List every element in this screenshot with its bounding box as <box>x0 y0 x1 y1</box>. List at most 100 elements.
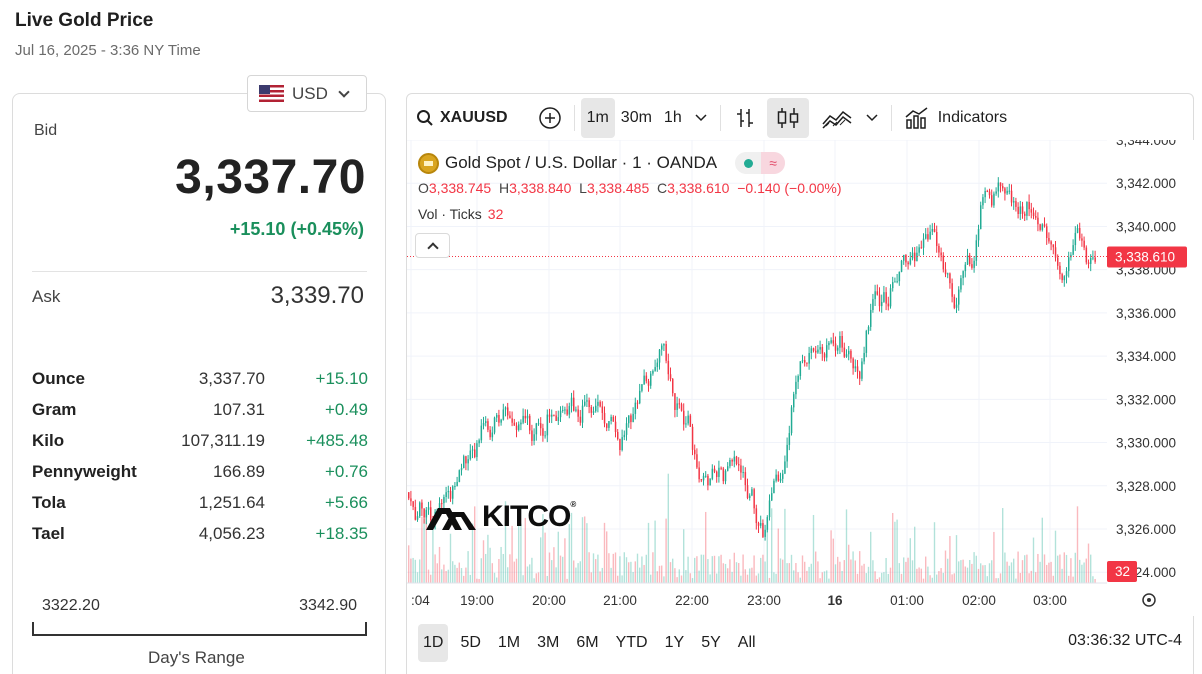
candle-body <box>1052 244 1055 248</box>
symbol-search[interactable]: XAUUSD <box>410 98 514 138</box>
candle-body <box>476 443 478 458</box>
candle-body <box>977 229 980 241</box>
range-button-all[interactable]: All <box>737 634 756 651</box>
collapse-legend-button[interactable] <box>415 233 450 258</box>
price-chart[interactable]: 3,344.0003,342.0003,340.0003,338.0003,33… <box>407 140 1194 616</box>
interval-dropdown[interactable] <box>688 98 714 138</box>
volume-bar <box>982 565 984 583</box>
volume-bar <box>1039 561 1041 583</box>
candle-body <box>804 360 806 363</box>
candle-body <box>1026 201 1028 216</box>
candle-body <box>423 508 425 518</box>
area-style-button[interactable] <box>815 98 859 138</box>
candle-body <box>458 470 461 482</box>
chart-clock[interactable]: 03:36:32 UTC-4 <box>1068 632 1182 649</box>
volume-bar <box>575 567 577 583</box>
range-button-3m[interactable]: 3M <box>537 634 560 651</box>
volume-bar <box>892 512 894 583</box>
volume-bar <box>445 571 447 583</box>
currency-selector[interactable]: USD <box>247 75 367 112</box>
range-button-1d[interactable]: 1D <box>418 624 449 662</box>
volume-bar <box>764 561 766 583</box>
compare-symbol-button[interactable] <box>532 98 568 138</box>
volume-bar <box>438 546 441 583</box>
candles-style-button[interactable] <box>766 98 809 138</box>
candle-body <box>685 423 687 425</box>
ohlc-values: O3,338.745 H3,338.840 L3,338.485 C3,338.… <box>418 180 842 196</box>
candle-body <box>782 473 784 479</box>
candle-body <box>454 486 456 488</box>
candle-body <box>562 409 564 411</box>
candle-body <box>962 271 964 279</box>
volume-bar <box>623 552 625 583</box>
candle-body <box>443 497 445 504</box>
candle-body <box>768 500 771 518</box>
volume-bar <box>570 512 573 583</box>
range-button-1m[interactable]: 1M <box>497 634 521 651</box>
unit-name: Kilo <box>32 430 65 450</box>
candle-body <box>733 456 736 462</box>
candle-body <box>502 409 505 420</box>
volume-bar <box>790 554 793 583</box>
candle-body <box>852 358 854 369</box>
candle-body <box>590 407 593 413</box>
candle-body <box>828 342 830 346</box>
unit-price: 4,056.23 <box>198 523 265 543</box>
volume-bar <box>942 572 944 583</box>
instrument-name[interactable]: Gold Spot / U.S. Dollar · 1 · OANDA <box>445 153 718 172</box>
volume-bar <box>617 575 619 583</box>
unit-row: Gram 107.31 +0.49 <box>32 394 368 425</box>
range-button-6m[interactable]: 6M <box>576 634 599 651</box>
chart-style-dropdown[interactable] <box>859 98 885 138</box>
volume-bar <box>515 558 518 583</box>
candle-body <box>608 421 610 428</box>
unit-row: Tael 4,056.23 +18.35 <box>32 518 368 549</box>
volume-bar <box>1006 561 1008 583</box>
range-button-1y[interactable]: 1Y <box>664 634 685 651</box>
candle-body <box>498 414 500 423</box>
settings-gear-icon[interactable] <box>1142 593 1156 607</box>
search-icon <box>417 110 433 126</box>
volume-label: Vol · Ticks <box>418 206 482 222</box>
volume-bar <box>628 562 630 583</box>
candle-body <box>716 471 718 477</box>
volume-bar <box>430 574 432 583</box>
volume-bar <box>586 523 588 583</box>
candle-body <box>513 422 516 426</box>
candlestick-icon <box>777 108 798 128</box>
interval-1m[interactable]: 1m <box>580 98 615 138</box>
candle-body <box>526 415 529 419</box>
candle-body <box>566 409 568 415</box>
volume-bar <box>1085 558 1087 583</box>
candle-body <box>544 435 546 437</box>
candle-body <box>447 490 450 493</box>
candle-body <box>663 344 665 346</box>
volume-bar <box>529 564 531 583</box>
volume-bar <box>795 563 797 583</box>
candle-body <box>894 281 896 283</box>
unit-change: +0.49 <box>324 399 368 419</box>
interval-30m[interactable]: 30m <box>620 109 652 126</box>
volume-bar <box>656 571 658 583</box>
volume-bar <box>1050 561 1052 583</box>
range-button-ytd[interactable]: YTD <box>615 634 648 651</box>
interval-1h[interactable]: 1h <box>663 109 682 126</box>
candle-body <box>599 401 601 407</box>
candle-body <box>909 258 912 265</box>
volume-bar <box>1026 554 1028 583</box>
market-status-pill[interactable]: ≈ <box>735 152 786 174</box>
volume-bar <box>746 574 749 583</box>
indicators-button[interactable]: Indicators <box>898 98 1013 138</box>
candle-body <box>1065 271 1068 277</box>
candle-body <box>1074 232 1077 246</box>
candle-body <box>887 303 890 307</box>
bars-style-button[interactable] <box>727 98 763 138</box>
candle-body <box>456 481 458 487</box>
candle-body <box>430 507 432 520</box>
candle-body <box>982 197 984 206</box>
range-button-5d[interactable]: 5D <box>460 634 481 651</box>
quote-panel <box>12 93 386 674</box>
unit-change: +0.76 <box>324 461 368 481</box>
candle-body <box>775 474 777 481</box>
range-button-5y[interactable]: 5Y <box>701 634 721 651</box>
